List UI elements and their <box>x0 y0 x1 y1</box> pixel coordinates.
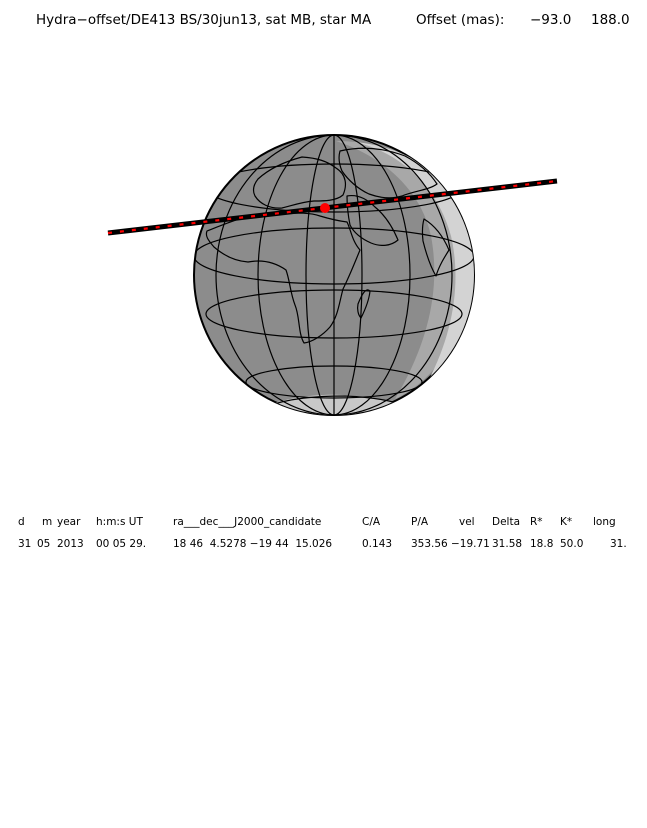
header-vel: vel <box>459 516 475 528</box>
header-month: m <box>42 516 53 528</box>
value-rstar: 18.8 <box>530 538 554 550</box>
value-coordinates: 18 46 4.5278 −19 44 15.026 <box>173 538 333 550</box>
occultation-map <box>107 134 558 416</box>
meridian-far-west <box>215 135 453 415</box>
value-delta: 31.58 <box>492 538 523 550</box>
header-kstar: K* <box>560 516 573 528</box>
earth-globe <box>193 134 475 416</box>
offset-x-value: −93.0 <box>530 12 572 28</box>
header-ca: C/A <box>362 516 381 528</box>
value-pa: 353.56 <box>411 538 448 550</box>
shadow-path <box>107 178 558 236</box>
center-point <box>320 203 330 213</box>
event-title: Hydra−offset/DE413 BS/30jun13, sat MB, s… <box>36 12 372 28</box>
header-longitude: long <box>593 516 616 528</box>
europe-outline <box>252 156 347 209</box>
value-year: 2013 <box>57 538 84 550</box>
header-rstar: R* <box>530 516 543 528</box>
header-coordinates: ra___dec___J2000_candidate <box>173 516 322 528</box>
header-time: h:m:s UT <box>96 516 143 528</box>
continents <box>205 147 450 415</box>
offset-y-value: 188.0 <box>591 12 630 28</box>
meridian-central <box>305 135 363 415</box>
meridian-west <box>257 135 411 415</box>
event-table: d m year h:m:s UT ra___dec___J2000_candi… <box>0 516 647 562</box>
plot-title: Hydra−offset/DE413 BS/30jun13, sat MB, s… <box>0 12 647 32</box>
header-day: d <box>18 516 25 528</box>
value-ca: 0.143 <box>362 538 393 550</box>
value-time: 00 05 29. <box>96 538 147 550</box>
middle-east-outline <box>346 194 399 246</box>
value-month: 05 <box>37 538 51 550</box>
header-pa: P/A <box>411 516 429 528</box>
madagascar-outline <box>357 289 371 319</box>
header-year: year <box>57 516 81 528</box>
value-day: 31 <box>18 538 32 550</box>
asia-outline <box>338 147 438 199</box>
offset-label: Offset (mas): <box>416 12 505 28</box>
day-region <box>355 142 474 405</box>
india-outline <box>421 218 450 277</box>
africa-outline <box>205 212 361 344</box>
value-kstar: 50.0 <box>560 538 584 550</box>
value-vel: −19.71 <box>451 538 490 550</box>
value-longitude: 31. <box>610 538 627 550</box>
shadow-path-ticks <box>107 179 558 235</box>
header-delta: Delta <box>492 516 521 528</box>
